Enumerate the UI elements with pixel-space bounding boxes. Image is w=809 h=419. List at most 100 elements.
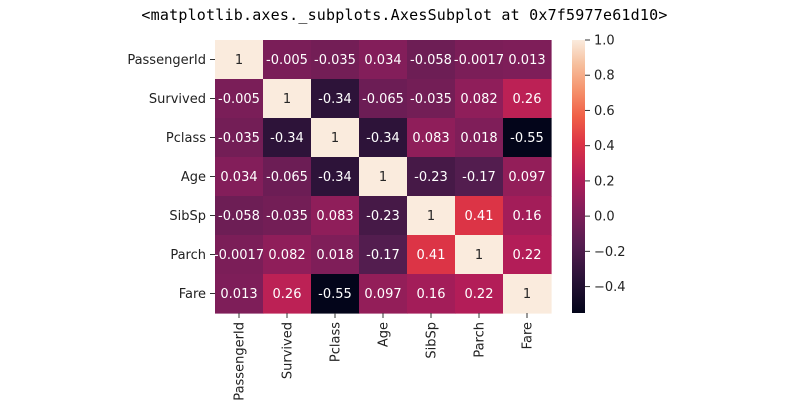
heatmap-cell-value: -0.058 [410,53,452,68]
heatmap-cell [311,274,360,314]
heatmap-cell [311,118,360,158]
colorbar-tick-label: 0.2 [594,174,615,189]
heatmap-cell [503,235,552,275]
heatmap-cell-value: -0.065 [362,92,404,107]
heatmap-cell [311,196,360,236]
heatmap-cell-value: 0.034 [220,170,257,185]
heatmap-cell-value: -0.34 [318,170,352,185]
heatmap-cell-value: 0.41 [417,248,446,263]
heatmap-cell [359,274,408,314]
heatmap-cell-value: 1 [283,92,291,107]
heatmap-cell [263,118,312,158]
heatmap-cell [263,235,312,275]
heatmap-cell-value: 1 [427,209,435,224]
heatmap-cell-value: -0.23 [414,170,448,185]
heatmap-cell [455,274,504,314]
heatmap-cell-value: -0.34 [366,131,400,146]
heatmap-cell-value: 0.22 [465,287,494,302]
heatmap-cell-value: 0.082 [460,92,497,107]
heatmap-cell-value: -0.34 [270,131,304,146]
heatmap-cell [311,157,360,197]
colorbar-tick-label: 0.8 [594,69,615,84]
heatmap-cell [215,79,264,119]
heatmap-cell-value: -0.23 [366,209,400,224]
colorbar-tick-label: −0.2 [594,245,626,260]
heatmap-cell [215,157,264,197]
heatmap-cell [407,79,456,119]
heatmap-cell [503,196,552,236]
colorbar-tick-label: 1.0 [594,34,615,49]
heatmap-cell [407,40,456,80]
heatmap-cell-value: 0.082 [268,248,305,263]
y-tick-label: Age [181,170,206,185]
heatmap-cells: 1 -0.005 -0.035 0.034 -0.058 -0.0017 0.013 -0.0… [214,40,552,314]
heatmap-cell-value: -0.17 [462,170,496,185]
heatmap-cell [503,40,552,80]
heatmap-cell [215,196,264,236]
heatmap-cell [263,274,312,314]
heatmap-cell [263,196,312,236]
heatmap-cell-value: -0.17 [366,248,400,263]
heatmap-cell [503,79,552,119]
x-tick-label: Age [377,322,392,347]
heatmap-cell [503,118,552,158]
y-tick-label: SibSp [169,209,206,224]
heatmap-cell-value: 0.013 [220,287,257,302]
heatmap-cell [311,79,360,119]
colorbar-tick-label: 0.4 [594,139,615,154]
heatmap-cell [359,118,408,158]
heatmap-cell [359,235,408,275]
heatmap-cell-value: -0.0017 [454,53,504,68]
heatmap-cell-value: 0.083 [412,131,449,146]
heatmap-cell [215,118,264,158]
x-tick-label: Pclass [329,322,344,362]
heatmap-cell-value: 0.41 [465,209,494,224]
x-tick-label: Parch [473,322,488,358]
colorbar-tick-label: 0.0 [594,210,615,225]
heatmap-cell [215,40,264,80]
x-tick-label: SibSp [425,322,440,359]
heatmap-cell [407,274,456,314]
heatmap-cell-value: 0.018 [460,131,497,146]
heatmap-cell-value: 1 [523,287,531,302]
heatmap-cell-value: -0.035 [314,53,356,68]
heatmap-cell-value: -0.065 [266,170,308,185]
x-tick-labels: PassengerId Survived Pclass Age SibSp Parch Fa… [233,313,536,401]
heatmap-cell-value: 0.083 [316,209,353,224]
heatmap-cell [215,274,264,314]
heatmap-cell-value: -0.035 [218,131,260,146]
heatmap-cell [455,157,504,197]
heatmap-cell-value: -0.005 [266,53,308,68]
heatmap-cell [455,235,504,275]
heatmap-cell [407,235,456,275]
y-tick-label: Survived [149,92,206,107]
heatmap-cell-value: 0.034 [364,53,401,68]
heatmap-cell-value: 0.26 [273,287,302,302]
heatmap-cell [455,196,504,236]
heatmap-cell [407,118,456,158]
y-tick-labels: PassengerId Survived Pclass Age SibSp Parch Fa… [127,53,215,302]
heatmap-cell-value: -0.035 [266,209,308,224]
heatmap-cell-value: 0.16 [513,209,542,224]
heatmap-cell [407,196,456,236]
heatmap-cell [359,196,408,236]
heatmap-cell [311,235,360,275]
heatmap-cell-value: 1 [379,170,387,185]
y-tick-label: PassengerId [127,53,206,68]
heatmap-cell [407,157,456,197]
heatmap-cell [503,157,552,197]
heatmap-cell [263,79,312,119]
heatmap-cell-value: 1 [331,131,339,146]
heatmap-cell [455,40,504,80]
heatmap-cell [311,40,360,80]
colorbar: 1.0 0.8 0.6 0.4 0.2 0.0 −0.2 −0.4 [572,34,626,313]
output-repr-text: <matplotlib.axes._subplots.AxesSubplot a… [141,6,668,24]
y-tick-label: Parch [170,248,206,263]
heatmap-cell-value: -0.55 [318,287,352,302]
heatmap-cell-value: -0.55 [510,131,544,146]
colorbar-tick-label: −0.4 [594,280,626,295]
heatmap-cell-value: 1 [475,248,483,263]
heatmap-cell-value: 0.013 [508,53,545,68]
x-tick-label: Fare [521,322,536,349]
heatmap-cell [263,157,312,197]
